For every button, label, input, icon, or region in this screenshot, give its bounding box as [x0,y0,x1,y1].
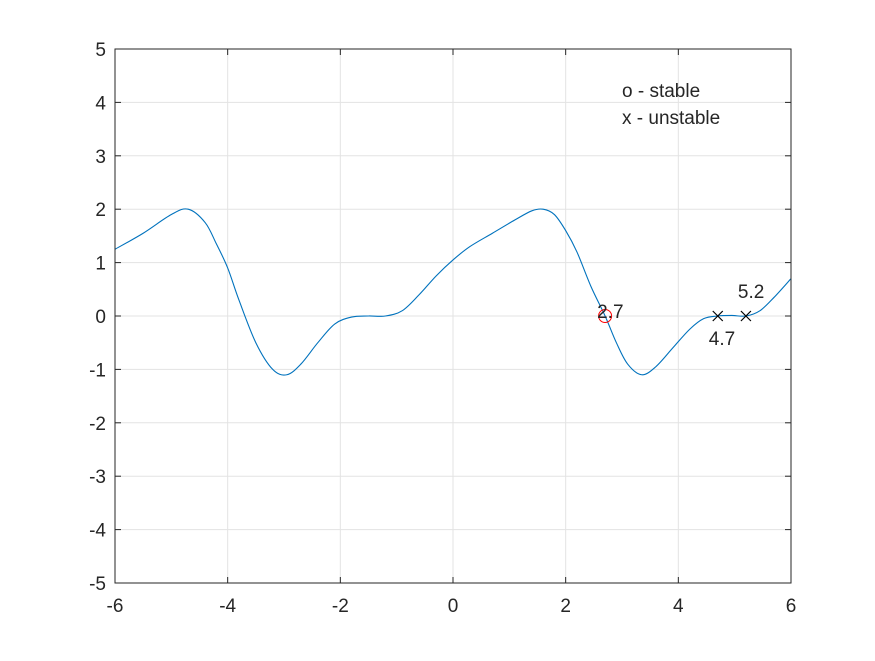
y-tick-label: 5 [95,40,106,61]
annotation-text: o - stable [622,81,700,102]
x-tick-label: -6 [107,596,124,617]
y-tick-label: -4 [89,521,106,542]
x-tick-label: 0 [448,596,459,617]
annotations: o - stable x - unstable [622,81,720,129]
x-tick-label: 2 [560,596,571,617]
marker-stroke [740,310,752,322]
y-tick-label: 3 [95,147,106,168]
marker-label: 4.7 [709,329,735,350]
annotation-text: x - unstable [622,108,720,129]
marker-label: 2.7 [597,302,623,323]
marker-label: 5.2 [738,282,764,303]
y-tick-label: 1 [95,254,106,275]
unstable-point-marker [740,310,752,322]
axes: -6 -4 -2 0 2 4 6 5 4 3 2 1 0 -1 -2 -3 -4 -5 [89,40,796,617]
y-tick-label: -5 [89,574,106,595]
x-tick-label: -4 [219,596,236,617]
y-tick-label: 0 [95,307,106,328]
y-tick-label: 4 [95,93,106,114]
axes-box [114,48,792,584]
series-layer [114,208,792,376]
y-tick-label: -1 [89,360,106,381]
series-line [114,208,792,376]
y-tick-label: -3 [89,467,106,488]
x-tick-label: 4 [673,596,684,617]
marker-layer: 2.7 4.7 5.2 [597,282,764,350]
marker-stroke [712,310,724,322]
x-tick-label: 6 [786,596,797,617]
y-tick-label: -2 [89,414,106,435]
unstable-point-marker [712,310,724,322]
stable-point-marker [598,309,613,323]
grid [114,48,792,584]
x-tick-label: -2 [332,596,349,617]
y-tick-label: 2 [95,200,106,221]
